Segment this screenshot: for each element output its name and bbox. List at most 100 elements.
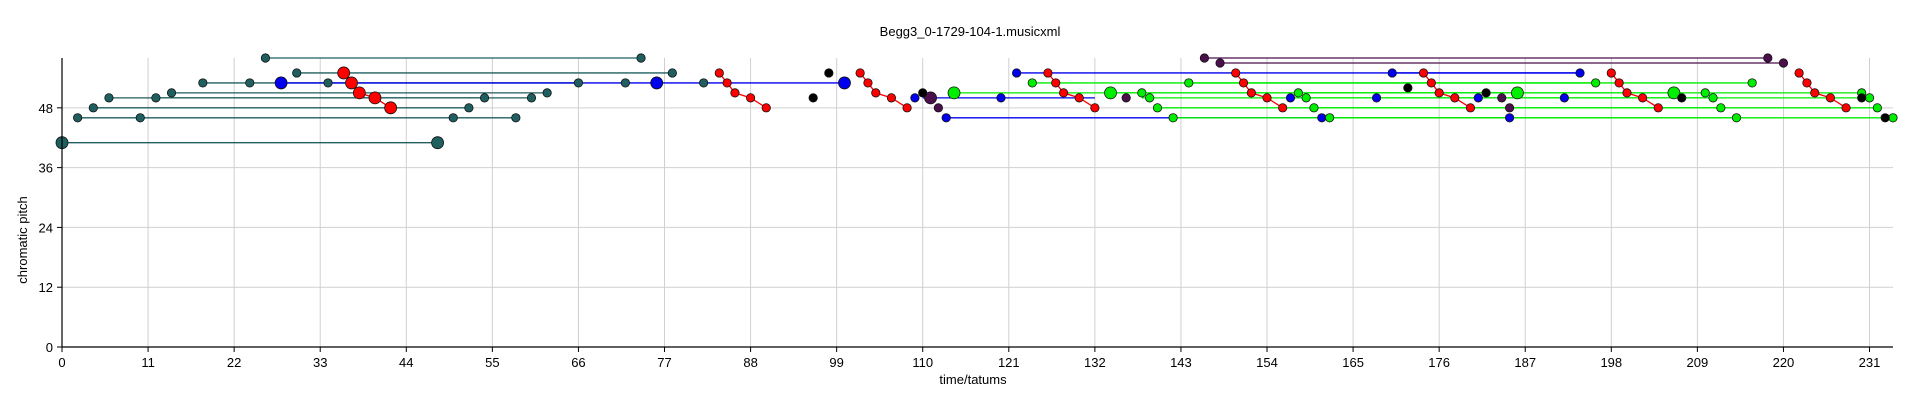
note-point: [198, 78, 208, 88]
note-point: [337, 66, 351, 80]
note-point: [1872, 103, 1882, 113]
x-tick-label: 143: [1170, 355, 1192, 370]
note-point: [1184, 78, 1194, 88]
note-point: [151, 93, 161, 103]
note-point: [73, 113, 83, 123]
melody-line: [718, 72, 767, 109]
note-point: [1841, 103, 1851, 113]
note-point: [1325, 113, 1335, 123]
note-point: [886, 93, 897, 103]
axes: 0 11 22 33 44 55 66 77 88 99 110 121 132 143 154 165 176…: [39, 58, 1893, 370]
x-tick-label: 0: [58, 355, 65, 370]
note-point: [1058, 88, 1069, 98]
note-point: [1285, 93, 1296, 103]
note-point: [761, 103, 771, 113]
y-tick-label: 12: [39, 280, 53, 295]
x-tick-label: 209: [1687, 355, 1709, 370]
note-point: [1074, 93, 1084, 103]
note-point: [1027, 78, 1037, 88]
note-point: [88, 103, 98, 113]
melody-line: [1610, 72, 1659, 109]
note-point: [933, 103, 943, 113]
note-point: [166, 88, 177, 98]
note-point: [1426, 78, 1436, 88]
x-tick-label: 88: [743, 355, 757, 370]
x-tick-label: 231: [1859, 355, 1881, 370]
note-point: [855, 68, 865, 78]
y-tick-label: 48: [39, 101, 53, 116]
note-point: [245, 78, 255, 88]
note-point: [722, 78, 732, 88]
note-point: [1051, 78, 1061, 88]
melody-line: [1423, 72, 1471, 109]
y-tick-label: 24: [39, 220, 53, 235]
note-point: [1638, 93, 1648, 103]
note-point: [479, 93, 490, 103]
x-tick-label: 187: [1514, 355, 1536, 370]
note-point: [368, 91, 382, 105]
note-point: [1278, 103, 1288, 113]
note-point: [947, 86, 961, 100]
grid-lines: [61, 58, 1893, 348]
y-tick-label: 0: [46, 340, 53, 355]
note-point: [1043, 68, 1053, 78]
note-point: [1888, 113, 1898, 123]
x-tick-label: 44: [399, 355, 413, 370]
note-point: [620, 78, 630, 88]
note-point: [511, 113, 521, 123]
note-point: [352, 86, 366, 100]
x-tick-label: 99: [829, 355, 843, 370]
note-point: [1387, 68, 1397, 78]
note-point: [1880, 113, 1890, 123]
note-point: [1810, 88, 1820, 98]
note-point: [1716, 103, 1726, 113]
note-point: [1591, 78, 1601, 88]
note-point: [1504, 103, 1515, 113]
x-tick-label: 77: [657, 355, 671, 370]
x-tick-label: 55: [485, 355, 499, 370]
note-point: [1559, 93, 1569, 103]
note-point: [1104, 86, 1117, 100]
x-tick-label: 165: [1342, 355, 1364, 370]
note-point: [1403, 83, 1413, 93]
x-tick-label: 220: [1773, 355, 1795, 370]
note-point: [1152, 103, 1163, 113]
note-point: [1262, 93, 1272, 103]
note-point: [1504, 113, 1515, 123]
note-point: [1371, 93, 1382, 103]
note-point: [1121, 93, 1131, 103]
note-point: [1293, 88, 1303, 98]
note-point: [292, 68, 302, 78]
note-point: [1434, 88, 1444, 98]
note-point: [1145, 93, 1155, 103]
note-point: [918, 88, 928, 98]
note-point: [667, 68, 677, 78]
note-point: [1238, 78, 1249, 88]
note-point: [1012, 68, 1022, 78]
note-point: [863, 78, 873, 88]
note-point: [1794, 68, 1804, 78]
note-point: [135, 113, 145, 123]
note-point: [650, 76, 664, 90]
note-point: [1778, 58, 1789, 68]
note-point: [1731, 113, 1742, 123]
note-point: [1825, 93, 1836, 103]
note-segments: [62, 57, 1893, 144]
note-point: [824, 68, 834, 78]
x-tick-label: 11: [141, 355, 155, 370]
note-point: [996, 93, 1006, 103]
note-point: [714, 68, 724, 78]
note-point: [464, 103, 474, 113]
melody-line: [859, 72, 908, 109]
note-point: [104, 93, 114, 103]
note-point: [1246, 88, 1256, 98]
x-tick-label: 132: [1084, 355, 1106, 370]
y-tick-label: 36: [39, 161, 53, 176]
note-point: [573, 78, 584, 88]
note-point: [924, 91, 937, 105]
note-point: [1418, 68, 1429, 78]
note-point: [745, 93, 756, 103]
note-point: [1606, 68, 1616, 78]
melody-line: [1798, 72, 1847, 109]
